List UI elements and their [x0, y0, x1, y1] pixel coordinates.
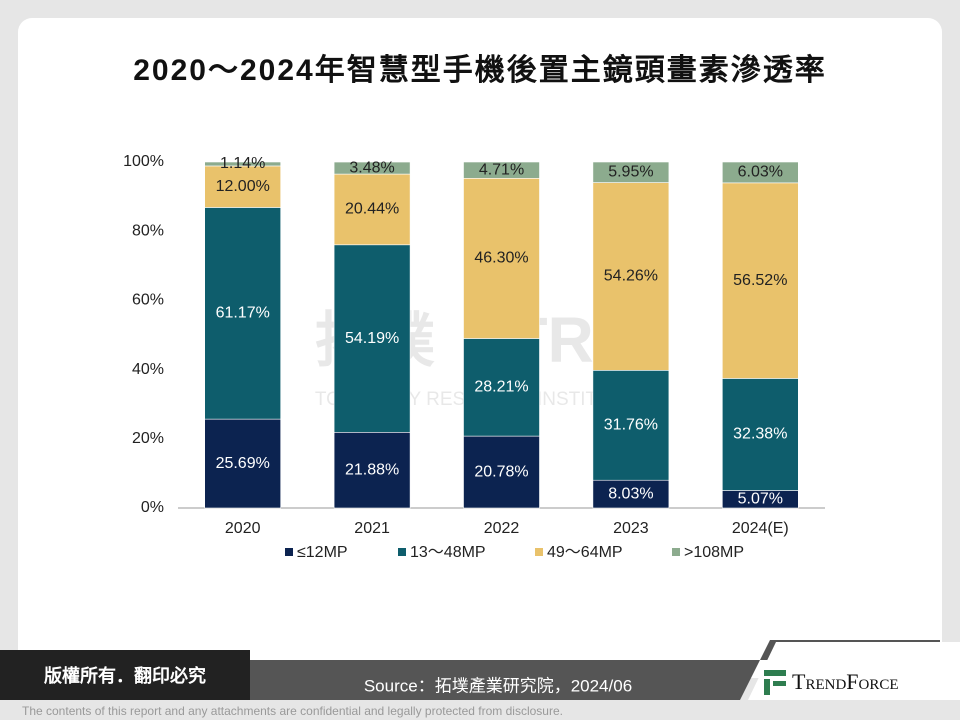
legend-label: ≤12MP — [297, 544, 348, 561]
data-label: 1.14% — [220, 155, 265, 172]
data-label: 31.76% — [604, 416, 658, 433]
x-tick-label: 2024(E) — [732, 520, 789, 537]
legend-swatch — [285, 548, 293, 556]
bar-segment — [592, 161, 670, 183]
bar-segment — [721, 378, 799, 491]
logo-bar — [764, 679, 770, 695]
data-label: 21.88% — [345, 461, 399, 478]
x-tick-label: 2023 — [613, 520, 649, 537]
bar-segment — [333, 244, 411, 433]
bar-segment — [204, 207, 281, 420]
data-label: 28.21% — [474, 379, 528, 396]
data-label: 3.48% — [349, 159, 394, 176]
y-tick-label: 0% — [141, 499, 164, 516]
data-label: 4.71% — [479, 161, 524, 178]
bar-segment — [721, 182, 799, 379]
bar-segment — [333, 161, 411, 175]
legend-swatch — [672, 548, 680, 556]
data-label: 25.69% — [216, 455, 270, 472]
legend-label: 13～48MP — [410, 544, 486, 561]
x-tick-label: 2022 — [484, 520, 520, 537]
data-label: 8.03% — [608, 485, 653, 502]
x-tick-label: 2021 — [354, 520, 390, 537]
data-label: 61.17% — [216, 305, 270, 322]
logo-bar — [773, 681, 786, 686]
disclaimer: The contents of this report and any atta… — [22, 704, 563, 718]
source: Source：拓墣產業研究院，2024/06 — [364, 676, 632, 695]
bar-segment — [721, 161, 799, 184]
bar-segment — [333, 173, 411, 246]
data-label: 5.07% — [738, 490, 783, 507]
brand-logo: TrendForce — [764, 669, 899, 695]
bar-segment — [463, 435, 540, 509]
x-tick-label: 2020 — [225, 520, 261, 537]
footer-logo-bg — [748, 642, 960, 700]
data-label: 54.19% — [345, 330, 399, 347]
logo-bar — [764, 670, 786, 676]
y-tick-label: 20% — [132, 430, 164, 447]
legend-swatch — [398, 548, 406, 556]
bar-segment — [463, 177, 540, 339]
bar-segment — [592, 370, 670, 481]
data-label: 20.44% — [345, 201, 399, 218]
data-label: 6.03% — [738, 164, 783, 181]
legend-label: >108MP — [684, 544, 744, 561]
bar-segment — [333, 431, 411, 509]
chart-title: 2020～2024年智慧型手機後置主鏡頭畫素滲透率 — [133, 53, 826, 87]
y-tick-label: 60% — [132, 292, 164, 309]
data-label: 46.30% — [474, 250, 528, 267]
data-label: 5.95% — [608, 164, 653, 181]
bar-segment — [463, 161, 540, 179]
data-label: 32.38% — [733, 426, 787, 443]
data-label: 12.00% — [216, 178, 270, 195]
bar-segment — [204, 161, 281, 167]
footer-dark — [0, 650, 250, 700]
data-label: 54.26% — [604, 268, 658, 285]
copyright: 版權所有．翻印必究 — [44, 665, 206, 686]
y-tick-label: 100% — [123, 153, 164, 170]
legend-swatch — [535, 548, 543, 556]
bar-segment — [204, 165, 281, 208]
y-tick-label: 40% — [132, 361, 164, 378]
bar-segment — [592, 182, 670, 371]
bar-segment — [463, 338, 540, 437]
brand: TrendForce — [792, 669, 899, 694]
data-label: 20.78% — [474, 463, 528, 480]
y-tick-label: 80% — [132, 222, 164, 239]
legend-label: 49～64MP — [547, 544, 623, 561]
plot: 0% 20% 40% 60% 80% 100% 2020 25.69% 61.17% 12.00%… — [123, 153, 825, 561]
data-label: 56.52% — [733, 272, 787, 289]
